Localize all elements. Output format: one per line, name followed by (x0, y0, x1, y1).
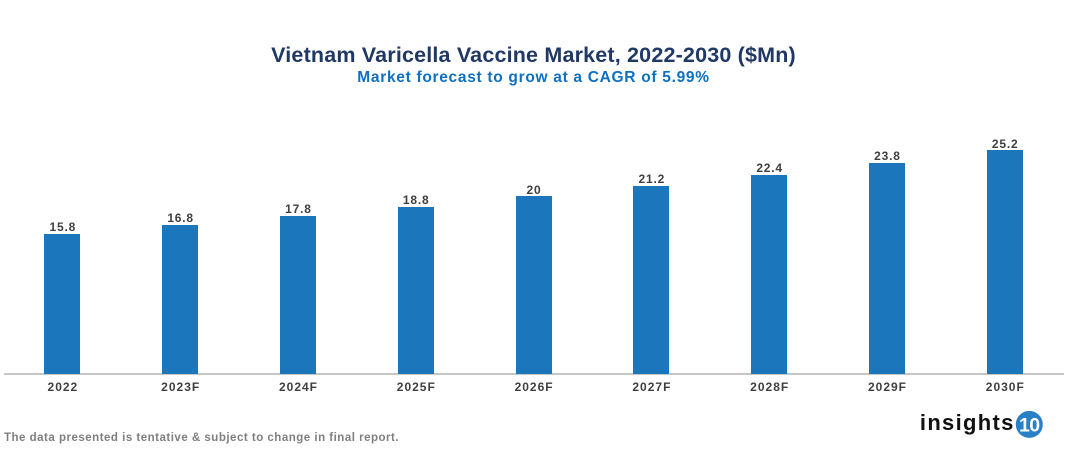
svg-text:insights: insights (920, 410, 1015, 435)
svg-text:10: 10 (1019, 415, 1040, 437)
